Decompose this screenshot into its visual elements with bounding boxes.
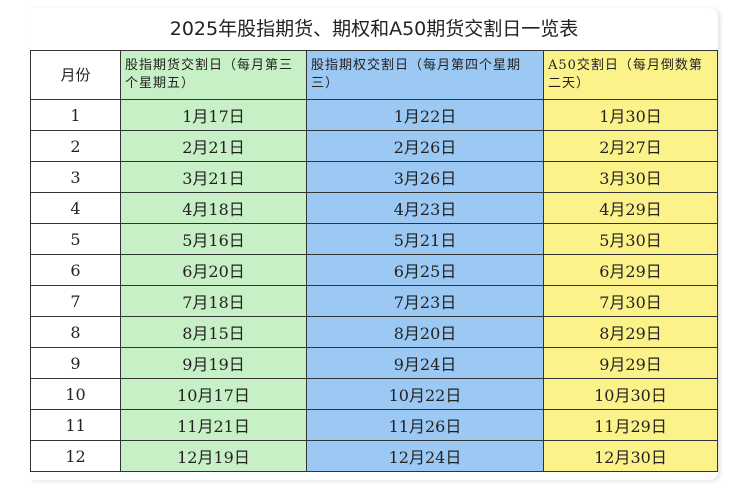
table-row: 1 1月17日 1月22日 1月30日 <box>30 99 718 131</box>
cell-a50-date: 11月29日 <box>543 409 718 441</box>
cell-options-date: 6月25日 <box>306 254 544 286</box>
header-options: 股指期权交割日（每月第四个星期三） <box>306 50 544 100</box>
cell-options-date: 7月23日 <box>306 285 544 317</box>
table-row: 11 11月21日 11月26日 11月29日 <box>30 409 718 441</box>
cell-futures-date: 9月19日 <box>120 347 307 379</box>
cell-a50-date: 10月30日 <box>543 378 718 410</box>
cell-month: 2 <box>30 130 121 162</box>
cell-options-date: 9月24日 <box>306 347 544 379</box>
cell-options-date: 4月23日 <box>306 192 544 224</box>
cell-a50-date: 12月30日 <box>543 440 718 472</box>
cell-futures-date: 6月20日 <box>120 254 307 286</box>
header-a50: A50交割日（每月倒数第二天） <box>543 50 718 100</box>
table-row: 5 5月16日 5月21日 5月30日 <box>30 223 718 255</box>
cell-a50-date: 2月27日 <box>543 130 718 162</box>
cell-a50-date: 5月30日 <box>543 223 718 255</box>
cell-month: 1 <box>30 99 121 131</box>
cell-a50-date: 1月30日 <box>543 99 718 131</box>
cell-a50-date: 7月30日 <box>543 285 718 317</box>
cell-futures-date: 1月17日 <box>120 99 307 131</box>
cell-futures-date: 5月16日 <box>120 223 307 255</box>
delivery-dates-table: 月份 股指期货交割日（每月第三个星期五） 股指期权交割日（每月第四个星期三） A… <box>30 50 718 472</box>
cell-a50-date: 3月30日 <box>543 161 718 193</box>
cell-options-date: 3月26日 <box>306 161 544 193</box>
cell-month: 8 <box>30 316 121 348</box>
cell-options-date: 12月24日 <box>306 440 544 472</box>
table-row: 10 10月17日 10月22日 10月30日 <box>30 378 718 410</box>
cell-futures-date: 12月19日 <box>120 440 307 472</box>
cell-options-date: 10月22日 <box>306 378 544 410</box>
cell-month: 12 <box>30 440 121 472</box>
cell-a50-date: 6月29日 <box>543 254 718 286</box>
cell-month: 10 <box>30 378 121 410</box>
cell-month: 4 <box>30 192 121 224</box>
cell-futures-date: 7月18日 <box>120 285 307 317</box>
cell-futures-date: 4月18日 <box>120 192 307 224</box>
header-month: 月份 <box>30 50 121 100</box>
cell-options-date: 5月21日 <box>306 223 544 255</box>
cell-futures-date: 3月21日 <box>120 161 307 193</box>
cell-month: 7 <box>30 285 121 317</box>
cell-futures-date: 10月17日 <box>120 378 307 410</box>
table-row: 6 6月20日 6月25日 6月29日 <box>30 254 718 286</box>
cell-month: 11 <box>30 409 121 441</box>
cell-month: 3 <box>30 161 121 193</box>
table-row: 4 4月18日 4月23日 4月29日 <box>30 192 718 224</box>
table-title: 2025年股指期货、期权和A50期货交割日一览表 <box>169 18 579 40</box>
cell-options-date: 1月22日 <box>306 99 544 131</box>
delivery-calendar-card: 2025年股指期货、期权和A50期货交割日一览表 月份 股指期货交割日（每月第三… <box>30 8 718 480</box>
cell-options-date: 11月26日 <box>306 409 544 441</box>
cell-month: 9 <box>30 347 121 379</box>
header-futures: 股指期货交割日（每月第三个星期五） <box>120 50 307 100</box>
cell-options-date: 8月20日 <box>306 316 544 348</box>
cell-futures-date: 2月21日 <box>120 130 307 162</box>
table-row: 8 8月15日 8月20日 8月29日 <box>30 316 718 348</box>
cell-options-date: 2月26日 <box>306 130 544 162</box>
table-row: 2 2月21日 2月26日 2月27日 <box>30 130 718 162</box>
header-row: 月份 股指期货交割日（每月第三个星期五） 股指期权交割日（每月第四个星期三） A… <box>30 50 718 100</box>
cell-futures-date: 8月15日 <box>120 316 307 348</box>
cell-a50-date: 4月29日 <box>543 192 718 224</box>
cell-month: 6 <box>30 254 121 286</box>
table-row: 7 7月18日 7月23日 7月30日 <box>30 285 718 317</box>
cell-a50-date: 8月29日 <box>543 316 718 348</box>
table-row: 12 12月19日 12月24日 12月30日 <box>30 440 718 472</box>
table-row: 3 3月21日 3月26日 3月30日 <box>30 161 718 193</box>
table-row: 9 9月19日 9月24日 9月29日 <box>30 347 718 379</box>
cell-a50-date: 9月29日 <box>543 347 718 379</box>
cell-month: 5 <box>30 223 121 255</box>
cell-futures-date: 11月21日 <box>120 409 307 441</box>
